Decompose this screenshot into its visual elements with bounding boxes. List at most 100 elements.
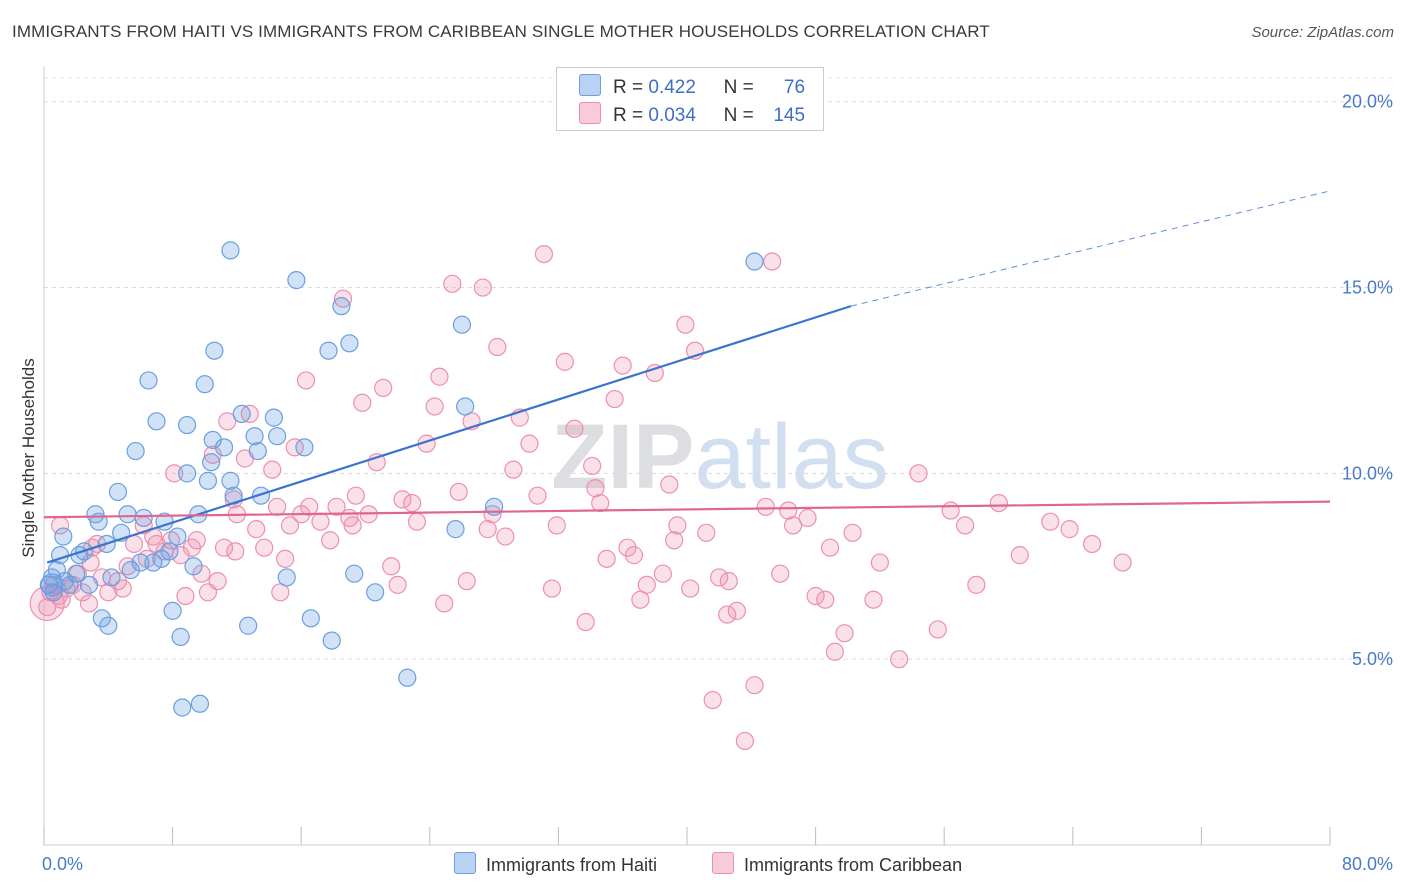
- chart-title: IMMIGRANTS FROM HAITI VS IMMIGRANTS FROM…: [12, 22, 990, 41]
- caribbean-point: [756, 497, 775, 516]
- haiti-point: [301, 609, 320, 628]
- caribbean-point: [586, 479, 605, 498]
- axes: Single Mother Households: [19, 66, 1331, 846]
- caribbean-swatch: [579, 102, 601, 124]
- caribbean-point: [735, 731, 754, 751]
- legend-row-haiti: R = 0.422 N = 76: [579, 74, 805, 100]
- haiti-point: [340, 334, 359, 353]
- correlation-legend: R = 0.422 N = 76 R = 0.034 N = 145: [556, 67, 824, 131]
- caribbean-point: [618, 538, 637, 557]
- haiti-point: [332, 297, 351, 316]
- caribbean-point: [321, 531, 340, 550]
- caribbean-point: [425, 397, 444, 416]
- caribbean-point: [247, 520, 266, 539]
- haiti-point: [745, 252, 764, 271]
- caribbean-point: [473, 278, 492, 297]
- caribbean-point: [79, 594, 99, 613]
- legend-row-caribbean: R = 0.034 N = 145: [579, 102, 805, 128]
- haiti-point: [126, 441, 145, 461]
- caribbean-point: [165, 464, 184, 483]
- caribbean-point: [285, 438, 304, 457]
- caribbean-point: [820, 538, 840, 557]
- caribbean-point: [613, 356, 632, 375]
- caribbean-point: [176, 586, 195, 606]
- x-tick-label: 0.0%: [42, 854, 83, 874]
- caribbean-point: [280, 516, 300, 535]
- caribbean-point: [668, 516, 687, 535]
- haiti-point: [177, 464, 197, 483]
- caribbean-point: [665, 531, 684, 550]
- legend-r-haiti: 0.422: [648, 77, 696, 98]
- haiti-point: [456, 397, 475, 416]
- caribbean-point: [703, 690, 722, 710]
- caribbean-point: [374, 378, 393, 397]
- caribbean-point: [597, 549, 616, 568]
- caribbean-point: [653, 564, 672, 583]
- haiti-point: [184, 557, 203, 576]
- trend-lines: [43, 190, 1331, 564]
- haiti-point: [452, 315, 472, 334]
- legend-n-haiti: 76: [783, 77, 806, 98]
- haiti-point: [173, 698, 192, 717]
- watermark: ZIPatlas: [551, 406, 888, 508]
- haiti-point: [245, 427, 264, 446]
- haiti-point: [214, 438, 234, 457]
- caribbean-point: [941, 501, 960, 520]
- caribbean-point: [267, 497, 287, 516]
- haiti-point: [171, 627, 190, 646]
- haiti-point: [160, 542, 179, 561]
- caribbean-point: [870, 553, 890, 572]
- haiti-point: [232, 404, 251, 424]
- caribbean-point: [660, 475, 679, 494]
- caribbean-point: [989, 493, 1008, 513]
- caribbean-point: [697, 523, 716, 542]
- caribbean-point: [1082, 534, 1102, 554]
- caribbean-point: [676, 315, 695, 334]
- caribbean-point: [478, 520, 497, 539]
- caribbean-point: [681, 579, 700, 598]
- caribbean-point: [798, 508, 817, 528]
- caribbean-point: [226, 542, 245, 561]
- haiti-swatch: [579, 74, 601, 96]
- caribbean-point: [353, 393, 372, 412]
- haiti-point: [54, 527, 73, 546]
- y-tick-label: 5.0%: [1352, 649, 1393, 669]
- caribbean-point: [967, 575, 986, 594]
- caribbean-trend-line: [43, 500, 1331, 519]
- caribbean-point: [1041, 512, 1060, 531]
- caribbean-point: [783, 516, 803, 535]
- caribbean-point: [218, 412, 237, 431]
- caribbean-point: [864, 590, 883, 609]
- y-axis-title: Single Mother Households: [19, 358, 38, 557]
- caribbean-point: [576, 612, 595, 632]
- caribbean-point: [214, 538, 234, 557]
- caribbean-point: [403, 493, 422, 513]
- haiti-point: [366, 583, 385, 602]
- bottom-legend-caribbean-label: Immigrants from Caribbean: [744, 855, 963, 875]
- caribbean-point: [449, 482, 468, 502]
- haiti-trend-line: [46, 305, 852, 564]
- haiti-point: [264, 408, 283, 427]
- caribbean-point: [382, 557, 401, 576]
- caribbean-point: [443, 274, 462, 293]
- haiti-point: [44, 583, 63, 602]
- caribbean-point: [276, 549, 295, 568]
- caribbean-point: [825, 642, 844, 661]
- haiti-point: [168, 527, 187, 546]
- haiti-point: [198, 471, 218, 490]
- haiti-point: [267, 427, 287, 446]
- caribbean-point: [333, 289, 353, 308]
- haiti-point: [239, 616, 258, 635]
- caribbean-point: [890, 650, 909, 669]
- legend-r-label: R =: [613, 105, 644, 126]
- caribbean-point: [496, 527, 515, 546]
- watermark-atlas: atlas: [694, 406, 888, 508]
- caribbean-point: [542, 579, 562, 598]
- haiti-point: [102, 568, 121, 587]
- haiti-point: [118, 505, 137, 524]
- haiti-trend-extension: [850, 190, 1331, 307]
- caribbean-point: [727, 601, 746, 620]
- haiti-point: [251, 486, 271, 505]
- caribbean-point: [430, 367, 449, 386]
